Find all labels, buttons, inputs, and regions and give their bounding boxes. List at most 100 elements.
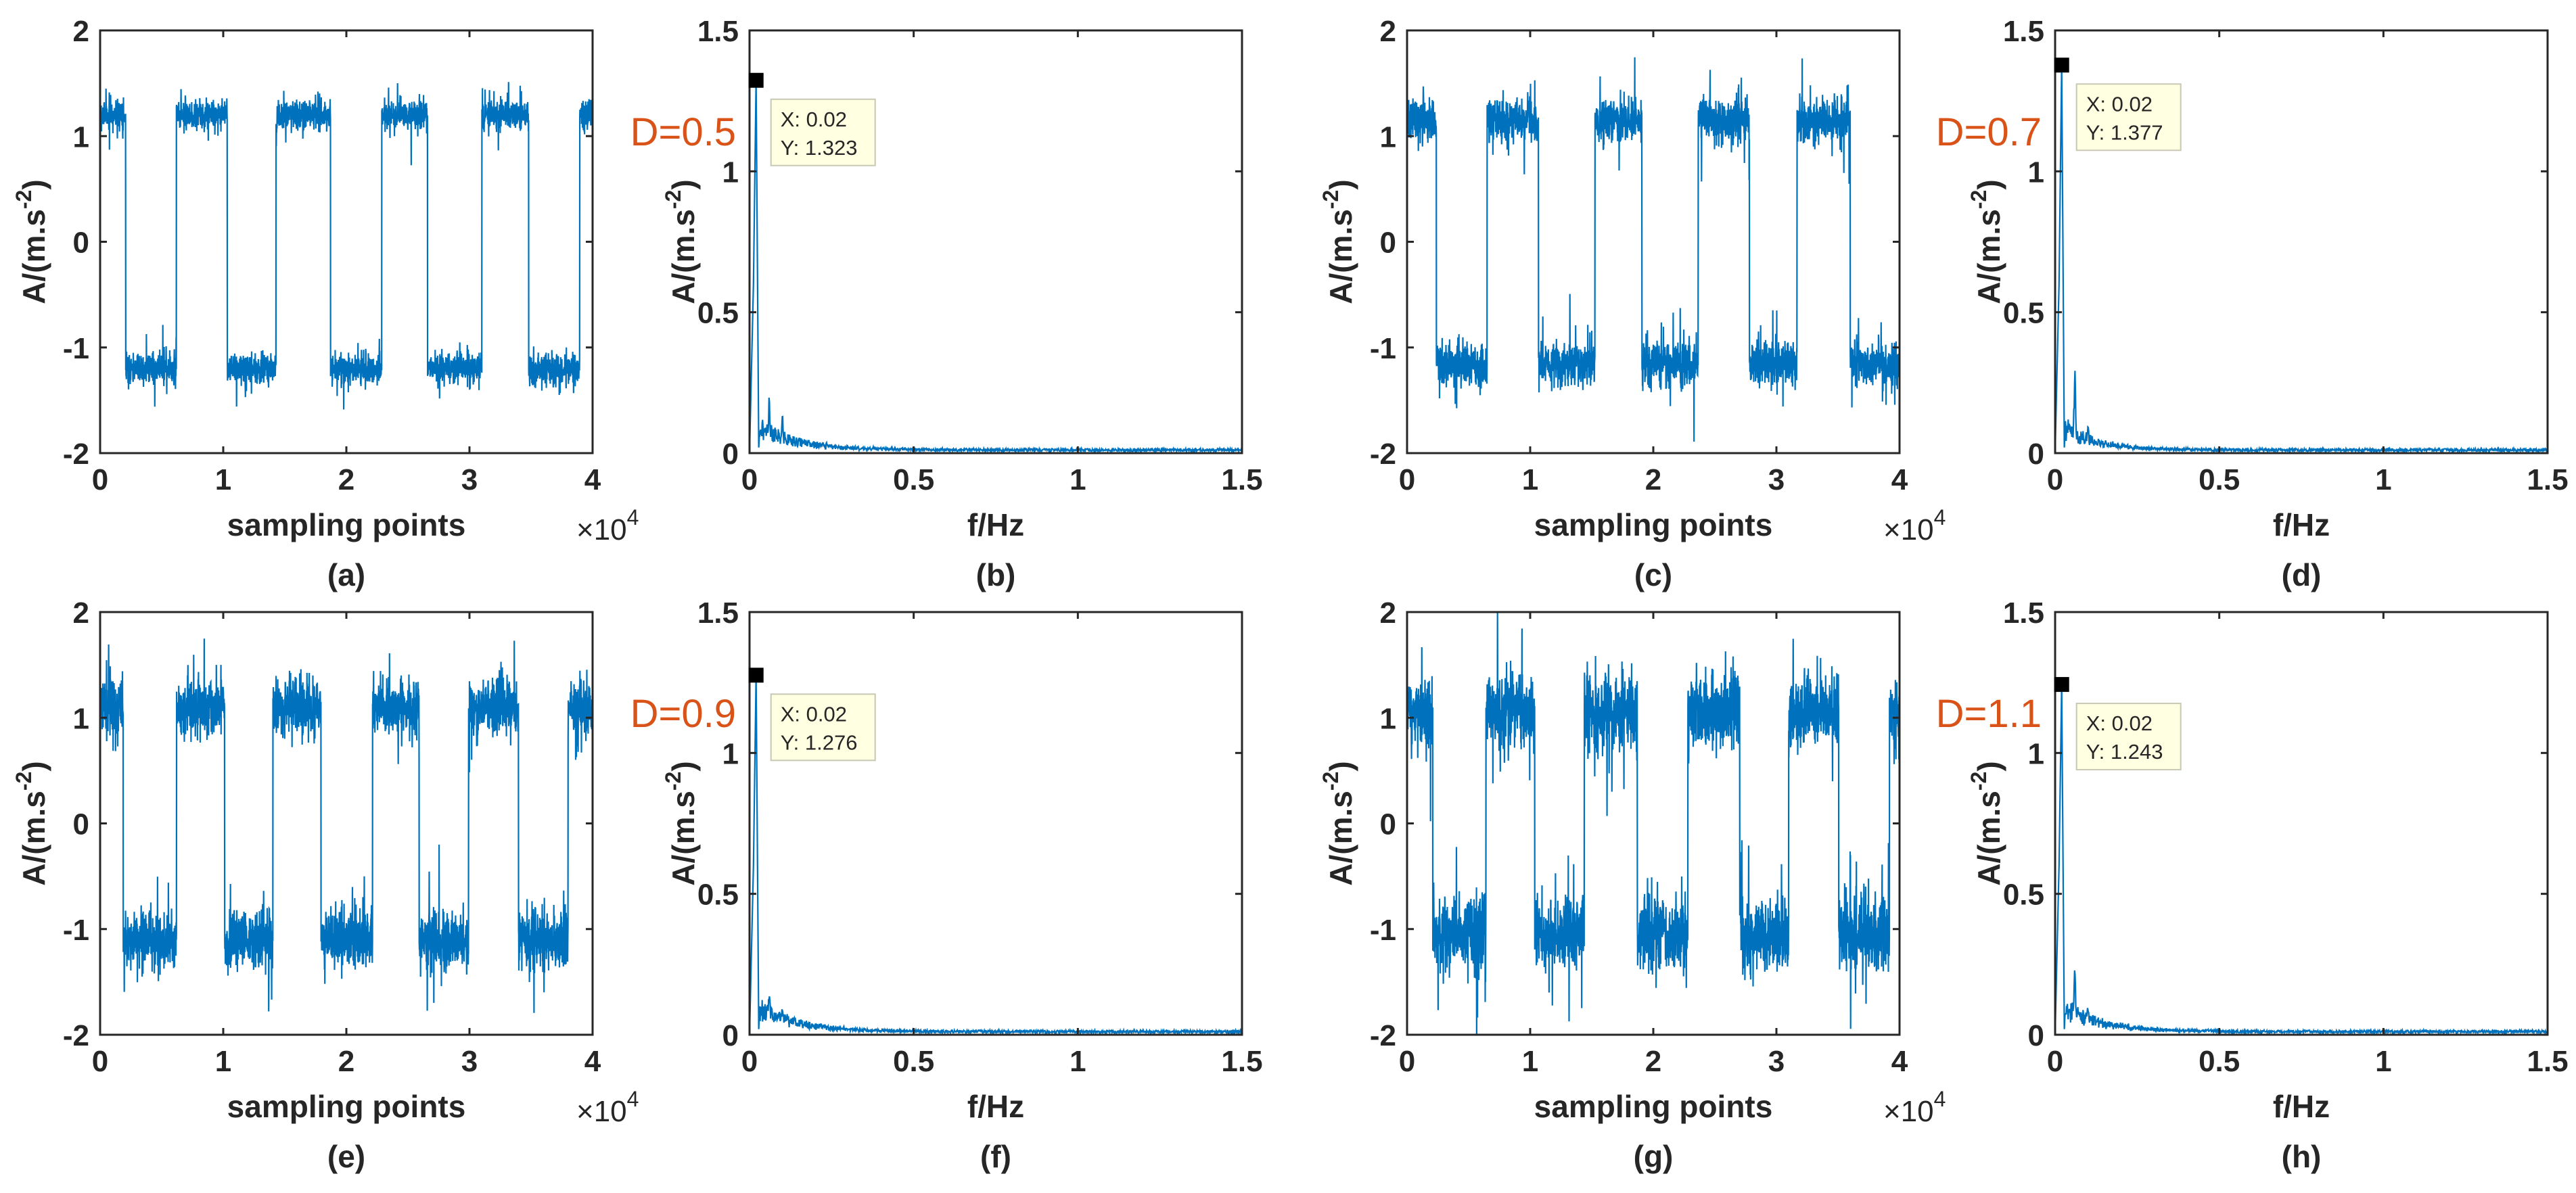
x-tick-label: 2: [338, 463, 354, 496]
y-tick-label: 0.5: [697, 297, 739, 330]
panel-f: 0 0.5 1 1.5 0 0.5 1 1.5 f/Hz A/(m.s-2) (f) D=0.9 X: …: [630, 596, 1263, 1174]
datatip-x: X: 0.02: [781, 108, 847, 131]
y-tick-label: 0: [1380, 808, 1396, 841]
x-tick-label: 0: [741, 463, 758, 496]
axes-box: [748, 611, 1243, 1036]
x-axis-label: sampling points: [1534, 507, 1773, 542]
x-axis-label: f/Hz: [2273, 1089, 2330, 1124]
y-axis-label: A/(m.s-2): [661, 761, 701, 885]
x-scale-factor: ×104: [1883, 1087, 1946, 1128]
datatip-y: Y: 1.323: [781, 136, 858, 160]
x-tick-label: 4: [1891, 1045, 1908, 1078]
y-tick-label: -1: [63, 332, 89, 365]
y-tick-label: 0.5: [2003, 297, 2044, 330]
y-tick-label: 1: [2028, 737, 2044, 770]
panel-b: 0 0.5 1 1.5 0 0.5 1 1.5 f/Hz A/(m.s-2) (b) D=0.5 X: …: [630, 15, 1263, 592]
y-tick-label: 1.5: [697, 15, 739, 48]
x-tick-label: 4: [1891, 463, 1908, 496]
x-tick-label: 4: [584, 1045, 601, 1078]
y-axis-label: A/(m.s-2): [12, 761, 51, 885]
datatip-marker: [748, 72, 764, 88]
y-tick-label: -1: [1370, 332, 1396, 365]
datatip-x: X: 0.02: [2086, 92, 2153, 116]
panel-caption: (g): [1634, 1139, 1674, 1174]
y-tick-label: 0: [1380, 227, 1396, 260]
datatip-box: [2075, 83, 2182, 151]
y-tick-label: 1.5: [2003, 15, 2044, 48]
series-line-g: [1407, 612, 1900, 1035]
x-tick-label: 1: [215, 1045, 231, 1078]
x-tick-label: 0.5: [893, 1045, 934, 1078]
y-tick-label: 1: [2028, 156, 2044, 189]
y-tick-label: -2: [63, 438, 89, 471]
datatip-box: [770, 98, 876, 166]
y-tick-label: 1: [73, 120, 89, 154]
x-tick-label: 4: [584, 463, 601, 496]
x-tick-label: 1: [215, 463, 231, 496]
x-tick-label: 0: [92, 463, 108, 496]
datatip-y: Y: 1.276: [781, 730, 858, 754]
datatip-box: [2075, 703, 2182, 771]
x-axis-label: sampling points: [227, 1089, 466, 1124]
x-tick-label: 0.5: [2199, 463, 2240, 496]
datatip-box: [770, 693, 876, 762]
y-axis-label: A/(m.s-2): [661, 179, 701, 304]
x-tick-label: 3: [461, 463, 478, 496]
panel-c: 0 1 2 3 4 -2 -1 0 1 2 sampling points ×104 A/(m.s-2)…: [1318, 15, 1946, 592]
x-tick-label: 1: [1522, 463, 1538, 496]
axes-box: [99, 29, 594, 454]
y-tick-label: 1.5: [2003, 596, 2044, 630]
series-line-e: [100, 638, 593, 1013]
x-tick-label: 2: [338, 1045, 354, 1078]
y-axis-label: A/(m.s-2): [1967, 179, 2006, 304]
x-tick-label: 1: [2375, 1045, 2391, 1078]
y-tick-label: 2: [1380, 15, 1396, 48]
y-tick-label: 0: [2028, 1019, 2044, 1052]
x-tick-label: 2: [1645, 463, 1661, 496]
y-tick-label: 1: [722, 156, 739, 189]
x-tick-label: 0.5: [893, 463, 934, 496]
series-line-b: [750, 80, 1242, 453]
datatip-marker: [2054, 677, 2069, 693]
x-axis-label: f/Hz: [967, 507, 1024, 542]
x-tick-label: 0: [92, 1045, 108, 1078]
noise-intensity-label: D=0.5: [630, 110, 736, 154]
x-tick-label: 1: [1522, 1045, 1538, 1078]
x-tick-label: 1: [1070, 463, 1086, 496]
x-scale-factor: ×104: [576, 1087, 639, 1128]
panel-caption: (e): [327, 1139, 365, 1174]
x-axis-label: sampling points: [1534, 1089, 1773, 1124]
axes-box: [2054, 611, 2549, 1036]
x-tick-label: 2: [1645, 1045, 1661, 1078]
x-scale-factor: ×104: [1883, 505, 1946, 546]
x-tick-label: 0: [2047, 463, 2063, 496]
datatip-y: Y: 1.243: [2086, 740, 2163, 764]
panel-d: 0 0.5 1 1.5 0 0.5 1 1.5 f/Hz A/(m.s-2) (d) D=0.7 X: …: [1936, 15, 2569, 592]
series-line-h: [2055, 684, 2548, 1035]
series-line-f: [750, 675, 1242, 1035]
y-tick-label: 1: [722, 737, 739, 770]
x-tick-label: 0.5: [2199, 1045, 2240, 1078]
x-tick-label: 0: [2047, 1045, 2063, 1078]
panel-caption: (d): [2282, 557, 2322, 592]
y-tick-label: 2: [73, 15, 89, 48]
y-axis-label: A/(m.s-2): [1967, 761, 2006, 885]
axes-box: [1406, 29, 1901, 454]
x-tick-label: 3: [461, 1045, 478, 1078]
x-tick-label: 0: [741, 1045, 758, 1078]
axes-box: [748, 29, 1243, 454]
x-scale-factor: ×104: [576, 505, 639, 546]
panel-a: 0 1 2 3 4 -2 -1 0 1 2 sampling points ×104 A/(m.s-2)…: [12, 15, 639, 592]
y-tick-label: 0: [722, 1019, 739, 1052]
y-tick-label: 1: [1380, 120, 1396, 154]
x-tick-label: 1.5: [2527, 463, 2568, 496]
noise-intensity-label: D=1.1: [1936, 692, 2042, 736]
x-tick-label: 0: [1399, 463, 1415, 496]
series-line-c: [1407, 57, 1900, 442]
panel-e: 0 1 2 3 4 -2 -1 0 1 2 sampling points ×104 A/(m.s-2)…: [12, 596, 639, 1174]
datatip-y: Y: 1.377: [2086, 120, 2163, 144]
y-tick-label: 2: [1380, 596, 1396, 630]
x-tick-label: 0: [1399, 1045, 1415, 1078]
y-tick-label: 1.5: [697, 596, 739, 630]
x-tick-label: 3: [1768, 463, 1785, 496]
